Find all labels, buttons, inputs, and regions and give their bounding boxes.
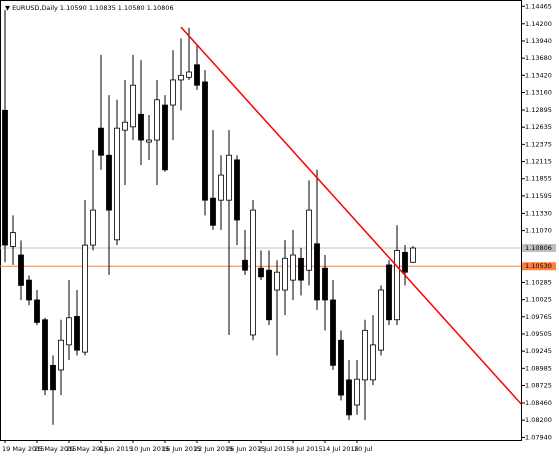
x-tick-label: 10 Jun 2015 (130, 445, 169, 453)
candle-body (202, 81, 208, 201)
candle-body (18, 254, 24, 286)
candle-body (98, 127, 104, 156)
y-tick-label: 1.08725 (525, 381, 552, 389)
y-tick-label: 1.13420 (525, 71, 552, 79)
y-tick-label: 1.12895 (525, 106, 552, 114)
candle-body (250, 209, 256, 336)
candle-body (298, 257, 304, 281)
candle-body (42, 319, 48, 391)
x-tick-label: 14 Jul 2015 (322, 445, 359, 453)
x-tick-label: 4 Jun 2015 (98, 445, 133, 453)
x-tick-label: 16 Jun 2015 (162, 445, 201, 453)
candle-body (378, 289, 384, 351)
candle-body (258, 267, 264, 278)
candle-body (170, 79, 176, 106)
candle-body (386, 264, 392, 321)
x-tick-label: 20 Jul (354, 445, 372, 453)
y-tick-label: 1.08460 (525, 399, 552, 407)
candle-body (50, 364, 56, 391)
y-tick-label: 1.09505 (525, 330, 552, 338)
x-tick-label: 26 Jun 2015 (226, 445, 265, 453)
y-tick-label: 1.14465 (525, 2, 552, 10)
candle-body (234, 159, 240, 221)
candle-body (346, 379, 352, 416)
candle-body (282, 257, 288, 291)
candle-body (130, 84, 136, 128)
candle-body (266, 269, 272, 321)
candle-body (2, 109, 8, 246)
candle-body (58, 339, 64, 371)
y-tick-label: 1.11595 (525, 192, 552, 200)
chart-title: ▼ EURUSD,Daily 1.10590 1.10835 1.10580 1… (5, 4, 174, 12)
candle-body (66, 317, 72, 346)
y-tick-label: 1.10285 (525, 278, 552, 286)
y-tick-label: 1.11855 (525, 175, 552, 183)
candle-body (218, 174, 224, 201)
y-tick-label: 1.13680 (525, 54, 552, 62)
y-tick-label: 1.12375 (525, 140, 552, 148)
candle-body (242, 259, 248, 271)
candle-body (74, 316, 80, 351)
candle-body (146, 139, 152, 143)
level-label: 1.10530 (525, 262, 552, 270)
candle-body (154, 99, 160, 141)
y-tick-label: 1.09765 (525, 313, 552, 321)
x-tick-label: 2 Jul 2015 (258, 445, 291, 453)
candle-body (10, 232, 16, 247)
candle-body (314, 243, 320, 301)
candle-body (122, 121, 128, 131)
candle-body (90, 209, 96, 246)
plot-frame (0, 0, 522, 441)
candle-body (330, 299, 336, 366)
price-label-box (522, 244, 556, 253)
candle-body (306, 209, 312, 271)
y-tick-label: 1.12115 (525, 158, 552, 166)
candle-body (178, 74, 184, 81)
y-tick-label: 1.11330 (525, 209, 552, 217)
candle-body (402, 251, 408, 273)
candle-body (226, 154, 232, 201)
y-tick-label: 1.14200 (525, 20, 552, 28)
candle-body (290, 254, 296, 281)
y-tick-label: 1.08985 (525, 364, 552, 372)
plot-area (0, 9, 521, 425)
candle-body (274, 271, 280, 291)
y-tick-label: 1.11070 (525, 227, 552, 235)
candle-body (370, 344, 376, 381)
x-tick-label: 29 May 2015 (66, 445, 108, 453)
x-tick-label: 25 May 2015 (34, 445, 76, 453)
y-tick-label: 1.10025 (525, 296, 552, 304)
candle-body (354, 378, 360, 406)
candle-body (362, 329, 368, 381)
x-tick-label: 22 Jun 2015 (194, 445, 233, 453)
candle-body (194, 64, 200, 86)
candle-body (162, 104, 168, 171)
y-tick-label: 1.08200 (525, 416, 552, 424)
y-tick-label: 1.09245 (525, 347, 552, 355)
candle-body (82, 244, 88, 353)
y-tick-label: 1.13940 (525, 37, 552, 45)
candle-body (210, 197, 216, 226)
level-label-box (522, 262, 556, 271)
candle-body (338, 339, 344, 396)
candle-body (138, 113, 144, 141)
x-tick-label: 19 May 2015 (2, 445, 44, 453)
candle-body (106, 154, 112, 211)
candle-body (410, 247, 416, 263)
x-tick-label: 8 Jul 2015 (290, 445, 323, 453)
y-tick-label: 1.07940 (525, 433, 552, 441)
candle-body (394, 249, 400, 321)
candle-body (26, 279, 32, 301)
y-tick-label: 1.12635 (525, 123, 552, 131)
candle-body (322, 267, 328, 301)
trend-line (180, 26, 521, 405)
candle-body (186, 71, 192, 78)
price-label: 1.10806 (525, 244, 552, 252)
candle-body (34, 299, 40, 323)
y-tick-label: 1.13160 (525, 88, 552, 96)
candle-body (114, 127, 120, 241)
